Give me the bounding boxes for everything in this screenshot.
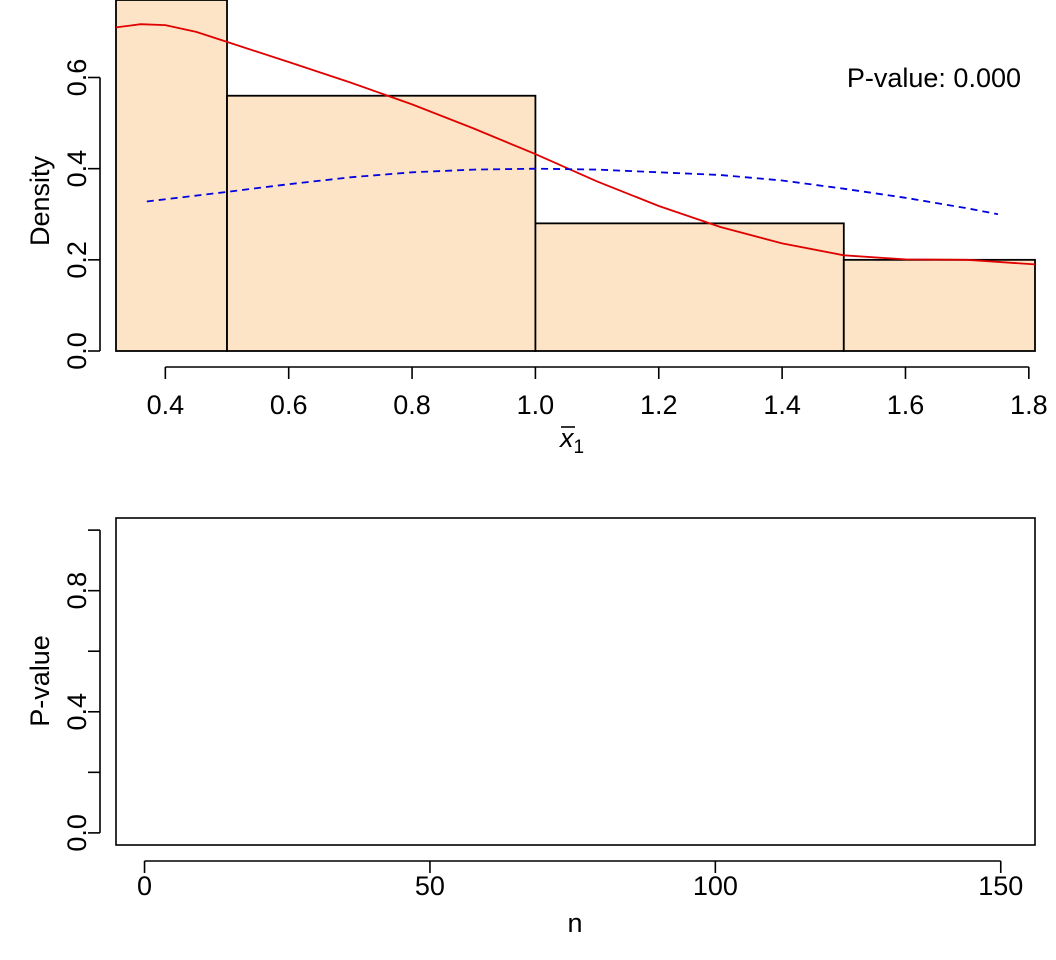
p-value-panel: 0 50 100 150 0.0 0.4 0.8 P-value n <box>25 517 1036 938</box>
p-value-annotation: P-value: 0.000 <box>847 63 1021 93</box>
y-tick-label: 0.0 <box>62 814 92 852</box>
x-tick-label: 1.8 <box>1010 390 1048 420</box>
histogram-bars <box>115 0 1036 352</box>
y-tick-label: 0.4 <box>62 150 92 188</box>
y-axis: 0.0 0.2 0.4 0.6 <box>62 59 101 370</box>
plot-box <box>115 517 1036 846</box>
x-tick-label: 1.0 <box>517 390 555 420</box>
y-tick-label: 0.8 <box>62 572 92 610</box>
histogram-bar-2 <box>226 94 537 352</box>
histogram-bar-4 <box>842 258 1036 352</box>
histogram-bar-3 <box>534 222 845 352</box>
x-axis-label: n <box>567 908 582 938</box>
x-axis: 0.4 0.6 0.8 1.0 1.2 1.4 1.6 1.8 <box>147 366 1048 420</box>
kernel-density-curve <box>115 23 1036 266</box>
x-tick-label: 150 <box>978 871 1023 901</box>
x-tick-label: 0.6 <box>270 390 308 420</box>
y-axis-label: P-value <box>25 635 55 727</box>
x-tick-label: 1.6 <box>887 390 925 420</box>
density-curves <box>115 23 1036 266</box>
x-axis-label-subscript: 1 <box>574 437 585 458</box>
y-tick-label: 0.0 <box>62 332 92 370</box>
x-axis-label-base: x <box>558 423 575 453</box>
histogram-panel: 0.4 0.6 0.8 1.0 1.2 1.4 1.6 1.8 0.0 0.2 0.4 0.6 P-… <box>25 0 1048 458</box>
x-tick-label: 50 <box>415 871 445 901</box>
x-tick-label: 0.4 <box>147 390 185 420</box>
y-axis-label: Density <box>25 155 55 246</box>
x-tick-label: 0 <box>137 871 152 901</box>
x-axis-label: x1 <box>558 423 584 458</box>
histogram-bar-1 <box>115 0 228 352</box>
x-tick-label: 1.4 <box>763 390 801 420</box>
y-tick-label: 0.4 <box>62 693 92 731</box>
x-tick-label: 1.2 <box>640 390 678 420</box>
x-tick-label: 0.8 <box>393 390 431 420</box>
x-axis: 0 50 100 150 <box>137 860 1023 901</box>
y-tick-label: 0.6 <box>62 59 92 97</box>
x-tick-label: 100 <box>693 871 738 901</box>
y-tick-label: 0.2 <box>62 241 92 279</box>
y-axis: 0.0 0.4 0.8 <box>62 529 101 852</box>
